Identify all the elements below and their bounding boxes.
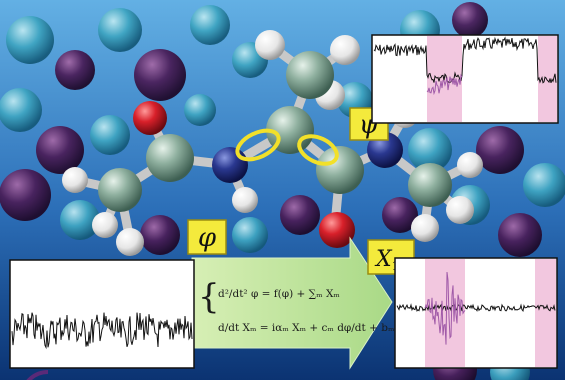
equation-phi: d²/dt² φ = f(φ) + ∑ₘ Xₘ: [218, 288, 340, 300]
trace-purple: [424, 271, 466, 345]
equation-system: { d²/dt² φ = f(φ) + ∑ₘ Xₘ d/dt Xₘ = iαₘ …: [198, 277, 401, 334]
phi-trace-panel: [9, 259, 195, 369]
decorative-arc: [26, 369, 49, 380]
phi-label-box: φ: [187, 219, 227, 255]
x16-trace-panel: [394, 257, 558, 369]
highlight-band: [535, 259, 556, 367]
trace-dark: [373, 36, 557, 84]
dipeptide-molecule: [62, 30, 483, 256]
highlight-band: [538, 36, 557, 122]
phi-label: φ: [198, 223, 217, 253]
psi-trace-panel: [371, 34, 559, 124]
rotation-arrows: [235, 128, 339, 166]
brace: {: [198, 277, 220, 317]
equation-arrow: [191, 236, 393, 370]
equation-x: d/dt Xₘ = iαₘ Xₘ + cₘ dφ/dt + bₘη: [218, 322, 401, 334]
trace-dark: [396, 303, 556, 313]
trace-dark: [11, 312, 193, 350]
highlight-band: [425, 259, 465, 367]
trace-purple: [426, 73, 463, 96]
